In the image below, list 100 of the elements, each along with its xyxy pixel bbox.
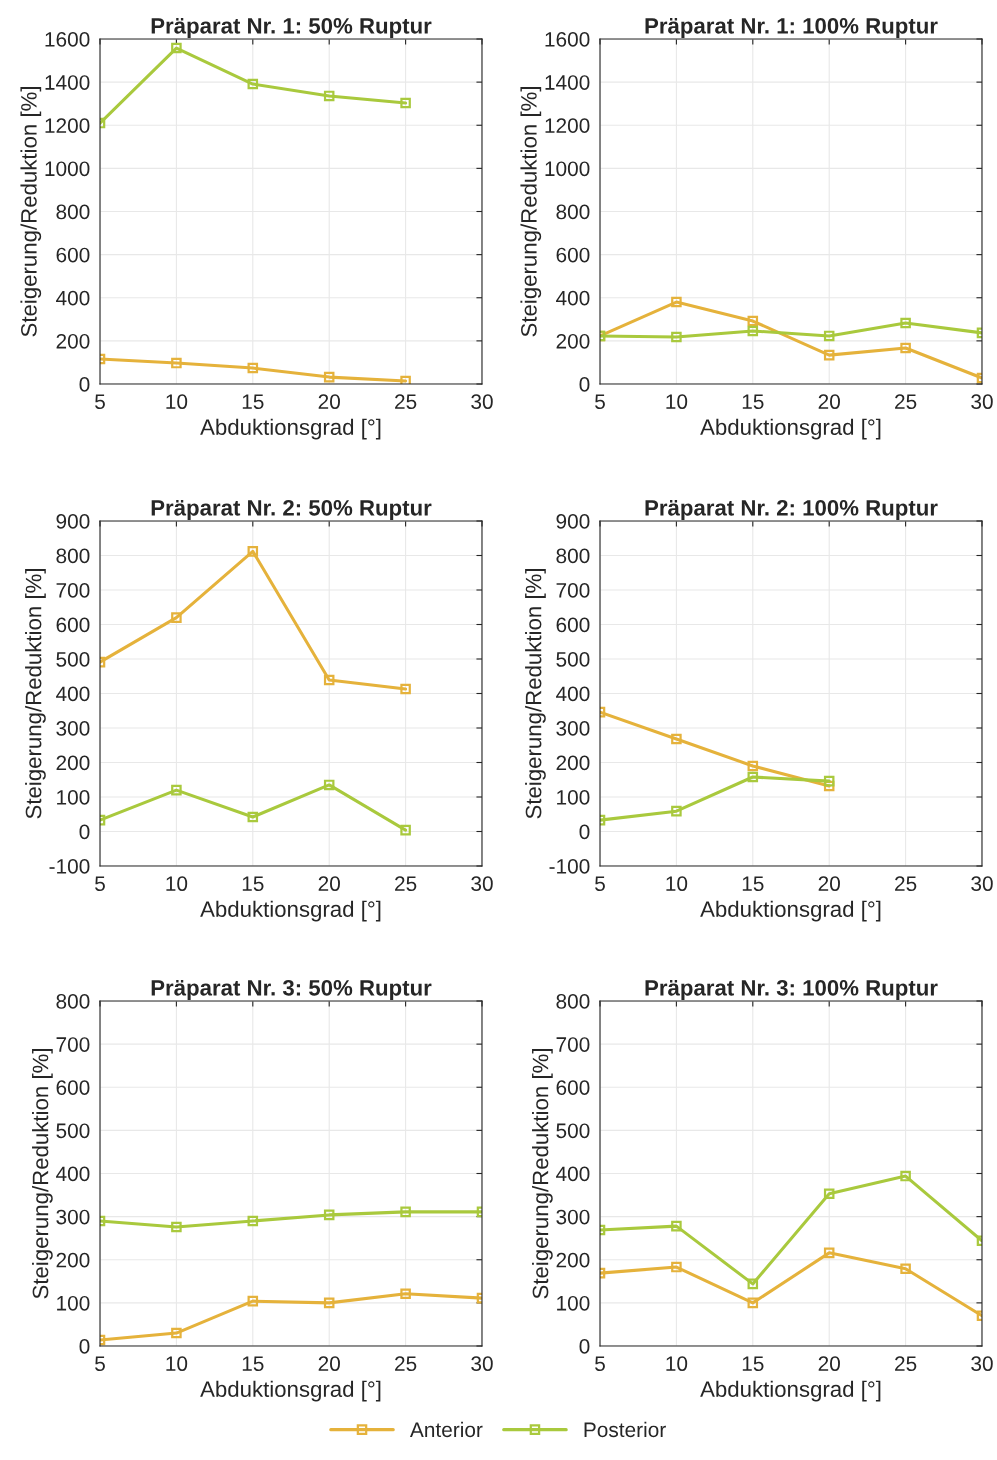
x-tick-label: 15 — [742, 876, 764, 892]
chart-title: Präparat Nr. 3: 50% Ruptur — [151, 979, 432, 1001]
x-tick-label: 5 — [95, 1356, 105, 1372]
y-tick-label: 1600 — [45, 32, 90, 47]
point — [747, 771, 759, 783]
y-tick-label: 100 — [57, 1295, 90, 1311]
y-tick-label: 600 — [56, 617, 90, 633]
y-tick-label: 400 — [556, 686, 590, 702]
x-tick-label: 30 — [471, 1356, 493, 1372]
y-tick-label: 600 — [556, 1080, 590, 1095]
y-tick-label: 200 — [556, 333, 590, 349]
x-tick-label: 20 — [318, 876, 340, 892]
x-tick-label: 10 — [666, 394, 688, 410]
point — [171, 42, 182, 54]
y-tick-label: 900 — [556, 514, 590, 529]
point — [747, 760, 759, 772]
point — [323, 1209, 335, 1221]
y-tick-label: 1000 — [45, 161, 90, 177]
point — [900, 1170, 911, 1182]
y-tick-label: 0 — [579, 824, 590, 840]
y-tick-label: 100 — [557, 1295, 590, 1311]
x-tick-label: 25 — [895, 1356, 917, 1372]
y-tick-label: 100 — [57, 790, 90, 805]
point — [671, 1220, 682, 1232]
point — [323, 674, 335, 686]
y-tick-label: 800 — [56, 548, 90, 564]
point — [247, 811, 259, 823]
point — [900, 317, 911, 329]
y-tick-label: 400 — [556, 1166, 590, 1182]
y-tick-label: 800 — [56, 994, 90, 1009]
x-tick-label: 5 — [595, 1356, 605, 1372]
point — [400, 375, 411, 384]
point — [671, 805, 682, 817]
point — [323, 1297, 335, 1309]
y-tick-label: 100 — [557, 790, 590, 805]
x-tick-label: 15 — [242, 1356, 264, 1372]
y-axis-title: Steigerung/Reduktion [%] — [532, 1049, 553, 1299]
y-tick-label: 200 — [56, 1252, 90, 1268]
point — [671, 331, 682, 343]
x-axis-title: Abduktionsgrad [°] — [200, 1380, 381, 1402]
y-tick-label: 200 — [56, 755, 90, 771]
y-tick-label: 500 — [56, 652, 90, 667]
x-tick-label: 30 — [971, 876, 993, 892]
point — [171, 784, 182, 796]
point — [747, 1297, 759, 1309]
x-tick-label: 15 — [742, 1356, 764, 1372]
x-tick-label: 15 — [242, 394, 264, 410]
y-tick-label: 0 — [79, 824, 90, 840]
point — [823, 330, 835, 342]
point — [400, 97, 411, 109]
x-tick-label: 5 — [95, 394, 105, 410]
y-tick-label: 1400 — [545, 75, 590, 90]
y-tick-label: 300 — [556, 721, 590, 736]
x-tick-label: 20 — [818, 394, 840, 410]
point — [671, 1261, 682, 1273]
x-tick-label: 10 — [166, 876, 188, 892]
y-axis-title: Steigerung/Reduktion [%] — [525, 569, 546, 819]
point — [671, 296, 682, 308]
x-tick-label: 5 — [95, 876, 105, 892]
point — [900, 1263, 911, 1275]
x-tick-label: 15 — [242, 876, 264, 892]
x-tick-label: 25 — [395, 876, 417, 892]
x-axis-title: Abduktionsgrad [°] — [700, 1380, 881, 1402]
y-axis-title: Steigerung/Reduktion [%] — [520, 87, 542, 337]
y-tick-label: 1200 — [545, 118, 590, 133]
y-axis-title: Steigerung/Reduktion [%] — [20, 87, 42, 337]
y-tick-label: -100 — [549, 859, 590, 874]
y-tick-label: 900 — [56, 514, 90, 529]
point — [400, 1288, 411, 1300]
legend-label: Posterior — [584, 1421, 666, 1438]
x-tick-label: 5 — [595, 394, 605, 410]
x-tick-label: 25 — [395, 394, 417, 410]
chart-title: Präparat Nr. 2: 100% Ruptur — [645, 499, 938, 521]
x-tick-label: 10 — [666, 876, 688, 892]
x-tick-label: 5 — [595, 876, 605, 892]
y-tick-label: 700 — [556, 583, 590, 598]
y-tick-label: 0 — [579, 1339, 590, 1354]
legend-label: Anterior — [409, 1421, 483, 1438]
y-tick-label: 700 — [56, 1037, 90, 1052]
point — [900, 342, 911, 354]
x-tick-label: 20 — [318, 1356, 340, 1372]
point — [747, 325, 759, 337]
y-tick-label: 800 — [56, 204, 90, 220]
y-tick-label: 500 — [556, 1123, 590, 1139]
x-tick-label: 30 — [471, 876, 493, 892]
chart-title: Präparat Nr. 3: 100% Ruptur — [645, 979, 938, 1001]
point — [747, 1278, 759, 1290]
point — [400, 824, 411, 836]
x-tick-label: 15 — [742, 394, 764, 410]
y-tick-label: 800 — [556, 204, 590, 220]
x-tick-label: 25 — [895, 394, 917, 410]
point — [671, 733, 682, 745]
y-tick-label: 500 — [556, 652, 590, 667]
point — [247, 362, 259, 374]
x-tick-label: 30 — [471, 394, 493, 410]
y-tick-label: 700 — [56, 583, 90, 598]
y-tick-label: 400 — [56, 686, 90, 702]
y-tick-label: 0 — [579, 377, 590, 392]
x-tick-label: 10 — [666, 1356, 688, 1372]
x-tick-label: 30 — [971, 394, 993, 410]
